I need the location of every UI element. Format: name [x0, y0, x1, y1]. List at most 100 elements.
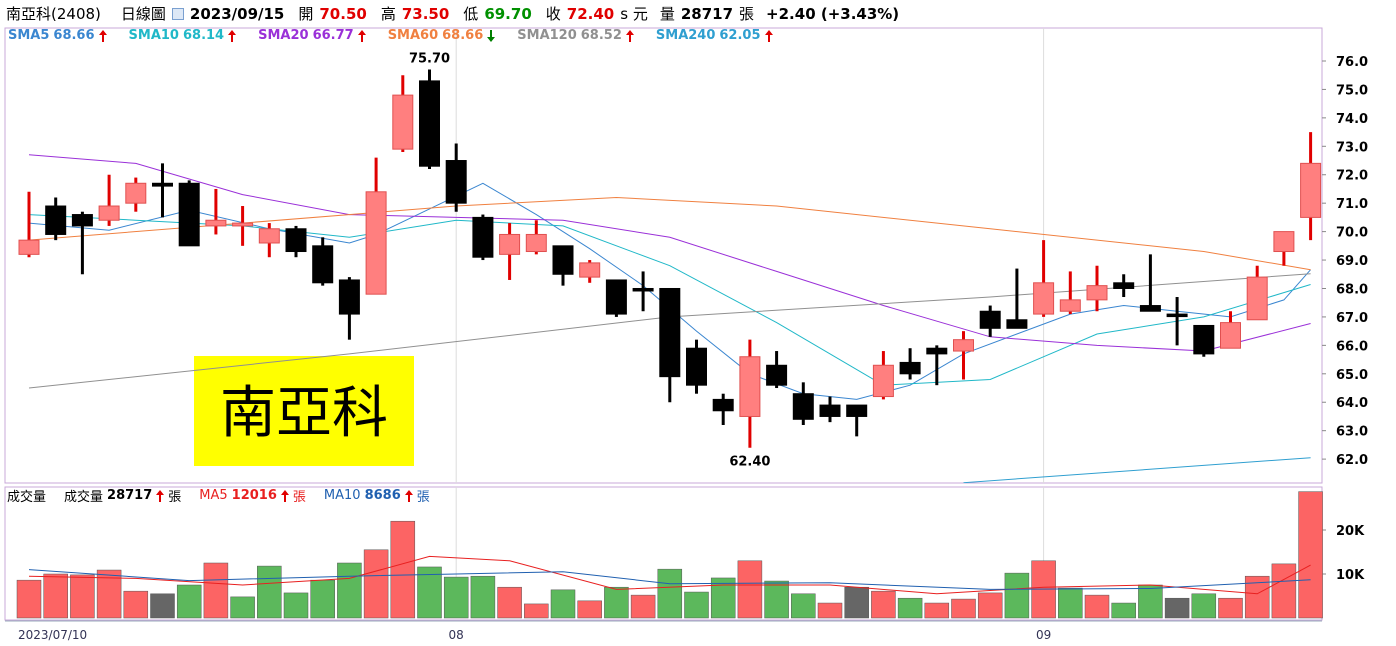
- checkbox[interactable]: [171, 7, 184, 20]
- field-label: 收: [545, 5, 561, 23]
- ma-line: [28, 555, 1311, 595]
- legend-item: SMA5 68.66: [8, 28, 107, 43]
- y-tick-label: 71.0: [1336, 197, 1368, 212]
- volume-bar: [176, 584, 202, 619]
- volume-bar: [550, 589, 576, 619]
- x-tick-label: 08: [449, 628, 464, 642]
- volume-bar: [1058, 587, 1083, 619]
- volume-unit: 張: [739, 5, 755, 23]
- legend-name: MA5: [199, 488, 228, 503]
- candle-body: [1059, 299, 1081, 312]
- y-tick-label: 69.0: [1336, 254, 1368, 269]
- candle-body: [18, 239, 40, 255]
- volume-bar: [577, 600, 602, 619]
- ma-legend: SMA5 68.66 SMA10 68.14 SMA20 66.77 SMA60 68.66 S…: [8, 28, 773, 43]
- candle-body: [872, 364, 894, 398]
- stock-name: 南亞科(2408): [6, 5, 101, 23]
- volume-bar: [16, 579, 42, 619]
- watermark-box: [194, 356, 414, 466]
- candle-body: [499, 233, 521, 255]
- volume-bar: [604, 586, 629, 619]
- x-tick-label: 09: [1036, 628, 1051, 642]
- volume-bar: [203, 562, 229, 619]
- legend-item: SMA20 66.77: [258, 28, 366, 43]
- candle-body: [125, 182, 147, 204]
- legend-item: MA5 12016 張: [199, 486, 306, 505]
- volume-bar: [283, 592, 309, 619]
- candle-body: [712, 398, 734, 412]
- legend-name: SMA20: [258, 28, 309, 43]
- legend-name: SMA60: [387, 28, 439, 43]
- y-tick-label: 65.0: [1336, 368, 1368, 383]
- volume-bar: [363, 549, 389, 619]
- volume-bar: [737, 560, 763, 619]
- volume-bar: [657, 568, 683, 619]
- candle-body: [899, 361, 921, 375]
- legend-value: 12016: [231, 488, 277, 503]
- legend-name: SMA5: [8, 28, 50, 43]
- volume-bar: [924, 602, 950, 619]
- ma-line: [28, 182, 1311, 400]
- candle-body: [659, 287, 681, 378]
- volume-bar: [443, 576, 469, 619]
- volume-bar: [844, 586, 869, 619]
- volume-bar: [1164, 597, 1190, 619]
- legend-unit: 張: [168, 490, 182, 505]
- candle-body: [979, 310, 1001, 329]
- legend-name: SMA120: [517, 28, 577, 43]
- ma-line: [28, 569, 1311, 590]
- volume-bar: [710, 577, 736, 619]
- volume-bar: [1271, 563, 1297, 619]
- trend-arrow: [280, 489, 289, 502]
- candle-body: [1113, 282, 1135, 289]
- y-tick-label: 72.0: [1336, 169, 1368, 184]
- legend-value: 68.66: [53, 28, 95, 43]
- volume-bar: [1084, 594, 1110, 619]
- y-tick-label: 62.0: [1336, 453, 1368, 468]
- candle-body: [1193, 324, 1215, 355]
- y-tick-label: 73.0: [1336, 140, 1368, 155]
- field-label: 低: [463, 5, 479, 23]
- currency: s 元: [620, 5, 648, 23]
- legend-value: 68.14: [182, 28, 225, 43]
- candle-body: [739, 356, 761, 417]
- period: 日線圖: [120, 5, 166, 23]
- volume: 28717: [680, 4, 734, 23]
- volume-bar: [1191, 593, 1217, 619]
- candle-body: [552, 245, 574, 275]
- candle-body: [953, 339, 974, 352]
- arrow-shape: [228, 29, 237, 42]
- trend-arrow: [625, 29, 634, 42]
- candle-body: [1033, 282, 1055, 315]
- candle-body: [45, 205, 67, 235]
- candle-body: [792, 393, 814, 420]
- legend-value: 28717: [107, 488, 153, 503]
- candle-body: [419, 80, 440, 167]
- y-tick-label: 70.0: [1336, 226, 1368, 241]
- volume-bar: [684, 591, 709, 619]
- candle-body: [472, 216, 494, 258]
- watermark-text: 南亞科: [220, 381, 388, 446]
- candle-body: [1006, 319, 1028, 329]
- volume-bar: [1298, 491, 1323, 619]
- y-tick-label: 74.0: [1336, 112, 1368, 127]
- field-label: 高: [380, 5, 396, 23]
- candle-body: [605, 279, 627, 315]
- candle-body: [1166, 313, 1188, 318]
- y-tick-label: 10K: [1336, 568, 1365, 583]
- volume-bar: [497, 586, 522, 619]
- candle-body: [926, 347, 948, 355]
- candle-body: [766, 364, 788, 386]
- trend-arrow: [487, 29, 496, 42]
- y-tick-label: 66.0: [1336, 339, 1368, 354]
- legend-unit: 張: [416, 490, 430, 505]
- legend-item: MA10 8686 張: [324, 486, 430, 505]
- candle-body: [686, 347, 707, 386]
- legend-name: SMA10: [128, 28, 179, 43]
- ma-line: [28, 154, 1311, 352]
- legend-unit: 張: [292, 490, 306, 505]
- candle-body: [392, 94, 414, 150]
- volume-label: 量: [659, 5, 675, 23]
- legend-value: 66.77: [312, 28, 354, 43]
